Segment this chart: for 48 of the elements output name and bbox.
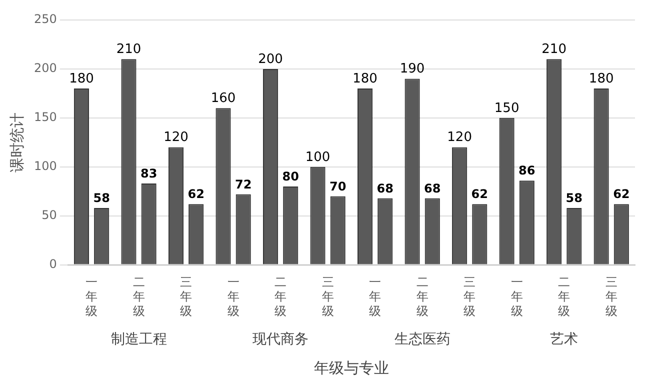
y-tick-label: 0 [49, 256, 57, 271]
x-tick-label: 一年级 [86, 275, 98, 318]
x-axis-title: 年级与专业 [314, 358, 389, 377]
data-label: 62 [471, 187, 488, 202]
y-tick-label: 50 [42, 208, 57, 222]
data-label: 80 [282, 170, 299, 184]
x-tick-label: 二年级 [274, 275, 287, 318]
x-tick-label: 一年级 [510, 275, 523, 318]
data-label: 180 [352, 71, 378, 86]
text: 现代商务 [252, 332, 309, 348]
x-tick-label: 二年级 [416, 275, 428, 318]
data-label: 120 [447, 130, 472, 146]
text: 生态医药 [394, 332, 450, 348]
data-label: 83 [140, 166, 158, 181]
x-tick-label: 三年级 [180, 275, 192, 318]
y-tick-label: 200 [34, 61, 57, 76]
y-axis-title: 课时统计 [8, 112, 26, 172]
data-label: 100 [305, 150, 330, 165]
data-label: 58 [566, 191, 583, 206]
text: 艺术 [550, 332, 578, 348]
x-tick-label: 三年级 [605, 275, 618, 318]
data-label: 190 [400, 62, 425, 77]
y-tick-label: 100 [34, 159, 57, 174]
data-label: 180 [69, 71, 94, 86]
data-label: 62 [188, 187, 204, 202]
x-tick-label: 二年级 [558, 275, 570, 318]
data-label: 200 [258, 52, 283, 67]
x-tick-label: 三年级 [322, 275, 334, 318]
text: 制造工程 [110, 332, 167, 348]
data-label: 150 [494, 100, 520, 116]
data-label: 68 [424, 181, 441, 196]
data-label: 58 [93, 191, 110, 206]
y-tick-label: 250 [34, 12, 57, 26]
data-label: 210 [542, 42, 566, 58]
y-tick-label: 150 [34, 110, 57, 124]
x-tick-label: 一年级 [369, 275, 382, 318]
x-tick-label: 一年级 [227, 275, 240, 318]
data-label: 70 [330, 179, 346, 194]
data-label: 160 [210, 91, 236, 106]
data-label: 180 [588, 71, 614, 86]
x-tick-label: 二年级 [132, 275, 145, 318]
x-tick-label: 三年级 [464, 275, 476, 318]
data-label: 68 [376, 181, 394, 196]
data-label: 62 [613, 187, 630, 202]
data-label: 210 [116, 42, 142, 58]
data-label: 72 [235, 177, 252, 192]
data-label: 86 [518, 164, 536, 178]
data-label: 120 [164, 130, 188, 146]
